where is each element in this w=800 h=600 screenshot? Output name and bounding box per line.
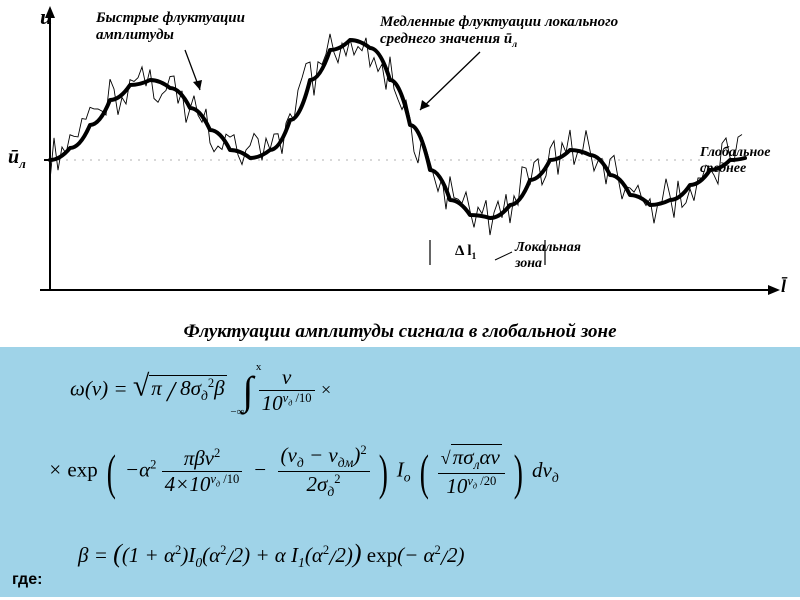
- formula-line-1: ω(ν) = √ π / 8σд2β ∫x−∞ ν 10νд /10 ×: [70, 365, 332, 416]
- figure-title: Флуктуации амплитуды сигнала в глобально…: [0, 315, 800, 347]
- delta-l1-label: Δ l1: [455, 243, 476, 262]
- formula-line-2: × exp ( −α2 πβν2 4×10νд /10 − (νд − νдм)…: [48, 443, 559, 500]
- gde-label: где:: [12, 571, 42, 589]
- formula-line-3: β = ((1 + α2)I0(α2/2) + α I1(α2/2)) exp(…: [78, 539, 464, 571]
- y-axis-label: u: [40, 4, 52, 29]
- signal-fluctuation-chart: u ūл Быстрые флуктуацииамплитуды Медлен…: [0, 0, 800, 315]
- fast-fluctuations-label: Быстрые флуктуацииамплитуды: [96, 10, 245, 45]
- x-axis-label: l̄: [781, 276, 786, 297]
- global-mean-label: Глобальноесреднее: [700, 145, 770, 177]
- y-axis-mean-label: ūл: [8, 146, 26, 172]
- slow-fluctuations-label: Медленные флуктуации локальногосреднего …: [380, 14, 618, 50]
- local-zone-label: Локальнаязона: [515, 240, 581, 272]
- formula-panel: ω(ν) = √ π / 8σд2β ∫x−∞ ν 10νд /10 × × e…: [0, 347, 800, 597]
